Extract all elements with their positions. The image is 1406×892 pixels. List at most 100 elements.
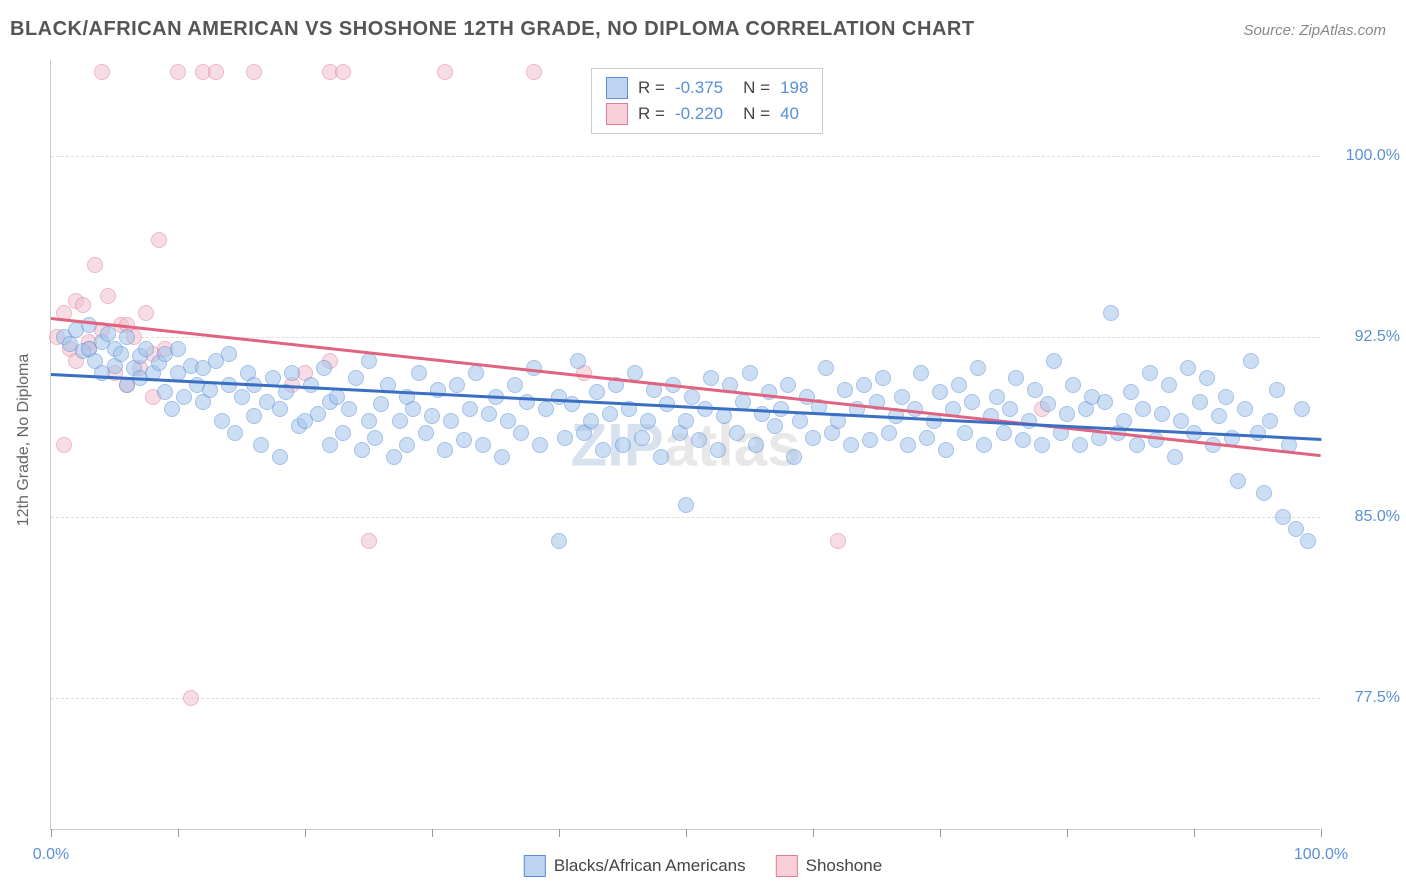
scatter-point (1040, 396, 1056, 412)
scatter-point (322, 437, 338, 453)
stats-r-value: -0.375 (675, 78, 723, 98)
y-tick-label: 77.5% (1355, 689, 1400, 707)
gridline (51, 517, 1320, 518)
stats-r-label: R = (638, 78, 665, 98)
scatter-point (138, 305, 154, 321)
bottom-legend: Blacks/African Americans Shoshone (524, 855, 882, 877)
scatter-point (151, 232, 167, 248)
scatter-point (246, 64, 262, 80)
x-tick (1321, 829, 1322, 837)
scatter-point (684, 389, 700, 405)
scatter-point (1237, 401, 1253, 417)
x-tick (813, 829, 814, 837)
scatter-point (1294, 401, 1310, 417)
x-tick (178, 829, 179, 837)
y-axis-label: 12th Grade, No Diploma (15, 354, 33, 527)
scatter-point (405, 401, 421, 417)
legend-label-pink: Shoshone (806, 856, 883, 876)
scatter-point (640, 413, 656, 429)
scatter-point (678, 497, 694, 513)
scatter-point (1002, 401, 1018, 417)
scatter-point (335, 64, 351, 80)
scatter-point (1072, 437, 1088, 453)
scatter-point (494, 449, 510, 465)
scatter-point (507, 377, 523, 393)
scatter-point (1250, 425, 1266, 441)
scatter-point (246, 408, 262, 424)
gridline (51, 156, 1320, 157)
x-tick (940, 829, 941, 837)
scatter-point (900, 437, 916, 453)
scatter-point (1142, 365, 1158, 381)
scatter-point (183, 690, 199, 706)
scatter-point (348, 370, 364, 386)
x-tick (1194, 829, 1195, 837)
scatter-point (113, 346, 129, 362)
scatter-point (513, 425, 529, 441)
scatter-point (767, 418, 783, 434)
scatter-point (602, 406, 618, 422)
scatter-point (862, 432, 878, 448)
scatter-point (780, 377, 796, 393)
scatter-point (748, 437, 764, 453)
scatter-point (1123, 384, 1139, 400)
scatter-point (221, 346, 237, 362)
scatter-point (399, 437, 415, 453)
chart-container: BLACK/AFRICAN AMERICAN VS SHOSHONE 12TH … (0, 0, 1406, 892)
scatter-point (837, 382, 853, 398)
scatter-point (856, 377, 872, 393)
scatter-point (272, 401, 288, 417)
scatter-point (468, 365, 484, 381)
scatter-point (970, 360, 986, 376)
scatter-point (373, 396, 389, 412)
scatter-point (526, 64, 542, 80)
scatter-point (176, 389, 192, 405)
stats-n-label: N = (743, 104, 770, 124)
legend-label-blue: Blacks/African Americans (554, 856, 746, 876)
scatter-point (1097, 394, 1113, 410)
scatter-point (1154, 406, 1170, 422)
scatter-point (449, 377, 465, 393)
scatter-point (957, 425, 973, 441)
scatter-point (361, 353, 377, 369)
scatter-point (119, 329, 135, 345)
scatter-point (557, 430, 573, 446)
scatter-point (818, 360, 834, 376)
scatter-point (272, 449, 288, 465)
scatter-point (996, 425, 1012, 441)
scatter-point (462, 401, 478, 417)
scatter-point (354, 442, 370, 458)
scatter-point (100, 288, 116, 304)
scatter-point (81, 317, 97, 333)
scatter-point (805, 430, 821, 446)
scatter-point (437, 64, 453, 80)
scatter-point (1046, 353, 1062, 369)
scatter-point (1015, 432, 1031, 448)
scatter-point (443, 413, 459, 429)
scatter-point (1275, 509, 1291, 525)
scatter-point (361, 533, 377, 549)
scatter-point (481, 406, 497, 422)
scatter-point (1135, 401, 1151, 417)
scatter-point (56, 437, 72, 453)
scatter-point (234, 389, 250, 405)
source-attribution: Source: ZipAtlas.com (1243, 22, 1386, 39)
scatter-point (913, 365, 929, 381)
scatter-point (538, 401, 554, 417)
x-tick (51, 829, 52, 837)
scatter-point (678, 413, 694, 429)
stats-n-label: N = (743, 78, 770, 98)
scatter-point (1288, 521, 1304, 537)
scatter-point (634, 430, 650, 446)
scatter-point (1148, 432, 1164, 448)
scatter-point (792, 413, 808, 429)
scatter-point (456, 432, 472, 448)
scatter-point (1129, 437, 1145, 453)
scatter-point (164, 401, 180, 417)
scatter-point (1211, 408, 1227, 424)
legend-item-blue: Blacks/African Americans (524, 855, 746, 877)
scatter-point (653, 449, 669, 465)
scatter-point (75, 297, 91, 313)
scatter-point (157, 384, 173, 400)
scatter-point (976, 437, 992, 453)
